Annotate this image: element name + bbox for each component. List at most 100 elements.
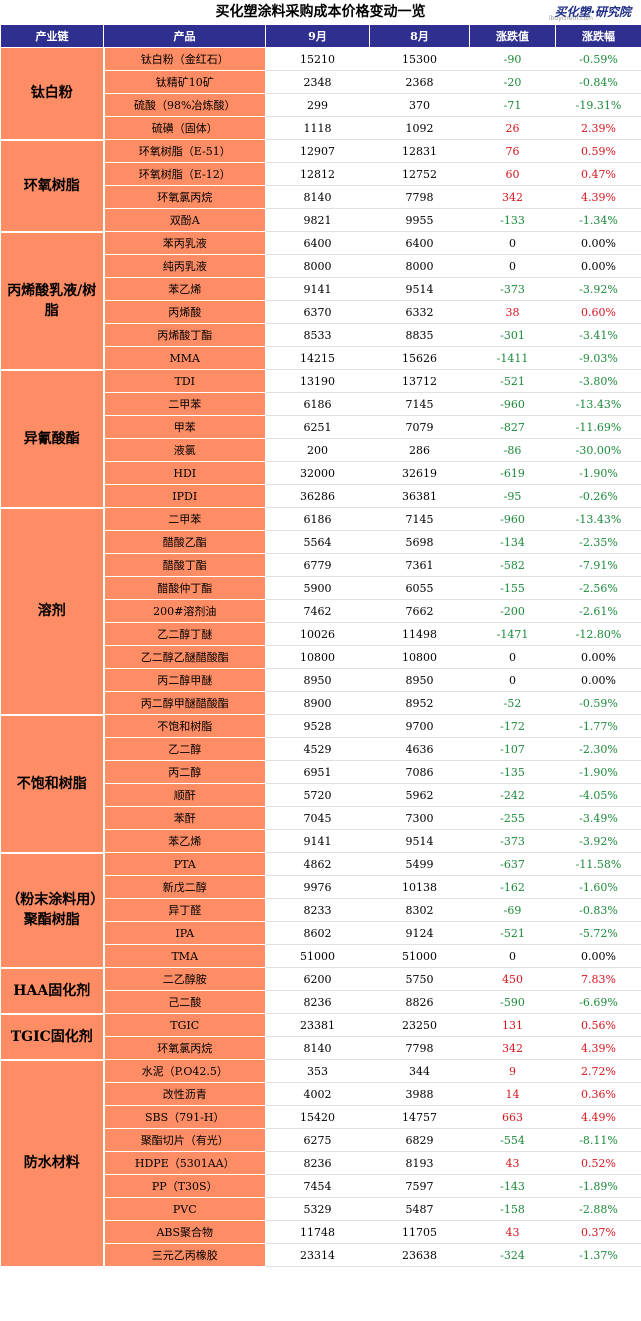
sep-price-cell: 32000 bbox=[265, 461, 370, 485]
change-value-cell: -86 bbox=[469, 438, 556, 462]
change-value-cell: 342 bbox=[469, 185, 556, 209]
product-cell: HDPE（5301AA） bbox=[103, 1151, 266, 1175]
aug-price-cell: 344 bbox=[369, 1059, 470, 1083]
table-row: 丙烯酸 6370 6332 38 0.60% bbox=[1, 300, 641, 324]
sep-price-cell: 14215 bbox=[265, 346, 370, 370]
change-pct-cell: -2.56% bbox=[555, 576, 641, 600]
product-cell: 二甲苯 bbox=[103, 392, 266, 416]
aug-price-cell: 6055 bbox=[369, 576, 470, 600]
change-pct-cell: -13.43% bbox=[555, 507, 641, 531]
change-pct-cell: -3.41% bbox=[555, 323, 641, 347]
aug-price-cell: 286 bbox=[369, 438, 470, 462]
change-value-cell: 131 bbox=[469, 1013, 556, 1037]
aug-price-cell: 7145 bbox=[369, 392, 470, 416]
change-value-cell: -95 bbox=[469, 484, 556, 508]
aug-price-cell: 7662 bbox=[369, 599, 470, 623]
sep-price-cell: 9141 bbox=[265, 829, 370, 853]
header-row: 产业链 产品 9月 8月 涨跌值 涨跌幅 bbox=[0, 24, 641, 48]
change-value-cell: 0 bbox=[469, 944, 556, 968]
change-value-cell: 0 bbox=[469, 254, 556, 278]
product-cell: 环氧氯丙烷 bbox=[103, 1036, 266, 1060]
product-cell: TGIC bbox=[103, 1013, 266, 1037]
change-pct-cell: 0.00% bbox=[555, 645, 641, 669]
aug-price-cell: 32619 bbox=[369, 461, 470, 485]
change-pct-cell: -2.88% bbox=[555, 1197, 641, 1221]
industry-chain-cell: 环氧树脂 bbox=[0, 139, 105, 233]
change-pct-cell: -3.92% bbox=[555, 829, 641, 853]
change-value-cell: -554 bbox=[469, 1128, 556, 1152]
table-row: 苯酐 7045 7300 -255 -3.49% bbox=[1, 806, 641, 830]
sep-price-cell: 8000 bbox=[265, 254, 370, 278]
change-pct-cell: -2.61% bbox=[555, 599, 641, 623]
aug-price-cell: 7361 bbox=[369, 553, 470, 577]
change-value-cell: -373 bbox=[469, 829, 556, 853]
table-row: 丙二醇甲醚醋酸酯 8900 8952 -52 -0.59% bbox=[1, 691, 641, 715]
change-value-cell: -135 bbox=[469, 760, 556, 784]
table-row: 钛白粉 钛白粉（金红石） 15210 15300 -90 -0.59% bbox=[0, 47, 641, 141]
change-value-cell: -301 bbox=[469, 323, 556, 347]
aug-price-cell: 23250 bbox=[369, 1013, 470, 1037]
change-value-cell: -827 bbox=[469, 415, 556, 439]
product-cell: 苯乙烯 bbox=[103, 829, 266, 853]
aug-price-cell: 5487 bbox=[369, 1197, 470, 1221]
aug-price-cell: 9124 bbox=[369, 921, 470, 945]
aug-price-cell: 11498 bbox=[369, 622, 470, 646]
product-cell: 液氯 bbox=[103, 438, 266, 462]
product-cell: PVC bbox=[103, 1197, 266, 1221]
sep-price-cell: 8236 bbox=[265, 990, 370, 1014]
change-value-cell: 76 bbox=[469, 139, 556, 163]
table-row: 聚酯切片（有光） 6275 6829 -554 -8.11% bbox=[1, 1128, 641, 1152]
aug-price-cell: 9514 bbox=[369, 277, 470, 301]
industry-chain-cell: 不饱和树脂 bbox=[0, 714, 105, 854]
aug-price-cell: 7798 bbox=[369, 1036, 470, 1060]
change-value-cell: 9 bbox=[469, 1059, 556, 1083]
product-cell: 纯丙乳液 bbox=[103, 254, 266, 278]
product-cell: 乙二醇 bbox=[103, 737, 266, 761]
change-value-cell: -960 bbox=[469, 392, 556, 416]
sep-price-cell: 299 bbox=[265, 93, 370, 117]
sep-price-cell: 6251 bbox=[265, 415, 370, 439]
sep-price-cell: 4002 bbox=[265, 1082, 370, 1106]
change-pct-cell: 0.00% bbox=[555, 668, 641, 692]
aug-price-cell: 7145 bbox=[369, 507, 470, 531]
sep-price-cell: 5720 bbox=[265, 783, 370, 807]
table-row: （粉末涂料用）聚酯树脂 PTA 4862 5499 -637 -11.58% bbox=[0, 852, 641, 969]
table-row: 钛精矿10矿 2348 2368 -20 -0.84% bbox=[1, 70, 641, 94]
header-change-pct: 涨跌幅 bbox=[555, 24, 641, 48]
table-row: 三元乙丙橡胶 23314 23638 -324 -1.37% bbox=[1, 1243, 641, 1267]
change-value-cell: -158 bbox=[469, 1197, 556, 1221]
sep-price-cell: 8602 bbox=[265, 921, 370, 945]
change-pct-cell: -19.31% bbox=[555, 93, 641, 117]
change-pct-cell: -0.59% bbox=[555, 691, 641, 715]
table-row: 醋酸丁酯 6779 7361 -582 -7.91% bbox=[1, 553, 641, 577]
change-value-cell: -619 bbox=[469, 461, 556, 485]
product-cell: 苯乙烯 bbox=[103, 277, 266, 301]
change-value-cell: 14 bbox=[469, 1082, 556, 1106]
product-cell: HDI bbox=[103, 461, 266, 485]
sheet-title: 买化塑涂料采购成本价格变动一览 bbox=[215, 4, 426, 20]
header-chain: 产业链 bbox=[0, 24, 104, 48]
product-cell: IPDI bbox=[103, 484, 266, 508]
change-pct-cell: -0.83% bbox=[555, 898, 641, 922]
table-row: SBS（791-H） 15420 14757 663 4.49% bbox=[1, 1105, 641, 1129]
sep-price-cell: 8533 bbox=[265, 323, 370, 347]
change-pct-cell: -1.34% bbox=[555, 208, 641, 232]
change-pct-cell: -1.90% bbox=[555, 461, 641, 485]
sep-price-cell: 36286 bbox=[265, 484, 370, 508]
table-row: 环氧氯丙烷 8140 7798 342 4.39% bbox=[1, 185, 641, 209]
aug-price-cell: 13712 bbox=[369, 369, 470, 393]
aug-price-cell: 6829 bbox=[369, 1128, 470, 1152]
change-pct-cell: 7.83% bbox=[555, 967, 641, 991]
aug-price-cell: 9514 bbox=[369, 829, 470, 853]
aug-price-cell: 10800 bbox=[369, 645, 470, 669]
product-cell: 环氧树脂（E-12） bbox=[103, 162, 266, 186]
product-cell: 醋酸仲丁酯 bbox=[103, 576, 266, 600]
sep-price-cell: 9528 bbox=[265, 714, 370, 738]
table-row: HDI 32000 32619 -619 -1.90% bbox=[1, 461, 641, 485]
aug-price-cell: 7798 bbox=[369, 185, 470, 209]
change-pct-cell: -3.80% bbox=[555, 369, 641, 393]
change-value-cell: -71 bbox=[469, 93, 556, 117]
change-value-cell: 450 bbox=[469, 967, 556, 991]
change-value-cell: -133 bbox=[469, 208, 556, 232]
change-pct-cell: 0.00% bbox=[555, 254, 641, 278]
